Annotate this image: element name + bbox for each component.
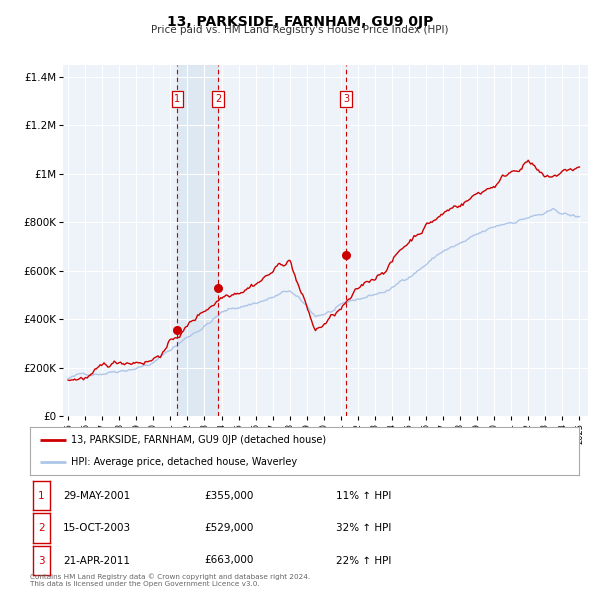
Text: 32% ↑ HPI: 32% ↑ HPI [336,523,391,533]
Text: 3: 3 [343,94,349,104]
Text: 1: 1 [175,94,181,104]
Text: 15-OCT-2003: 15-OCT-2003 [63,523,131,533]
Text: Contains HM Land Registry data © Crown copyright and database right 2024.
This d: Contains HM Land Registry data © Crown c… [30,573,310,587]
Bar [178,65,218,416]
Text: £529,000: £529,000 [204,523,253,533]
Text: £663,000: £663,000 [204,556,253,565]
Text: 13, PARKSIDE, FARNHAM, GU9 0JP: 13, PARKSIDE, FARNHAM, GU9 0JP [167,15,433,29]
Text: 11% ↑ HPI: 11% ↑ HPI [336,491,391,500]
Text: 29-MAY-2001: 29-MAY-2001 [63,491,130,500]
Text: 2: 2 [215,94,221,104]
Text: Price paid vs. HM Land Registry's House Price Index (HPI): Price paid vs. HM Land Registry's House … [151,25,449,35]
Text: £355,000: £355,000 [204,491,253,500]
Text: 22% ↑ HPI: 22% ↑ HPI [336,556,391,565]
Text: 21-APR-2011: 21-APR-2011 [63,556,130,565]
Text: HPI: Average price, detached house, Waverley: HPI: Average price, detached house, Wave… [71,457,298,467]
Text: 2: 2 [38,523,45,533]
Text: 3: 3 [38,556,45,565]
Text: 1: 1 [38,491,45,500]
Text: 13, PARKSIDE, FARNHAM, GU9 0JP (detached house): 13, PARKSIDE, FARNHAM, GU9 0JP (detached… [71,435,326,445]
